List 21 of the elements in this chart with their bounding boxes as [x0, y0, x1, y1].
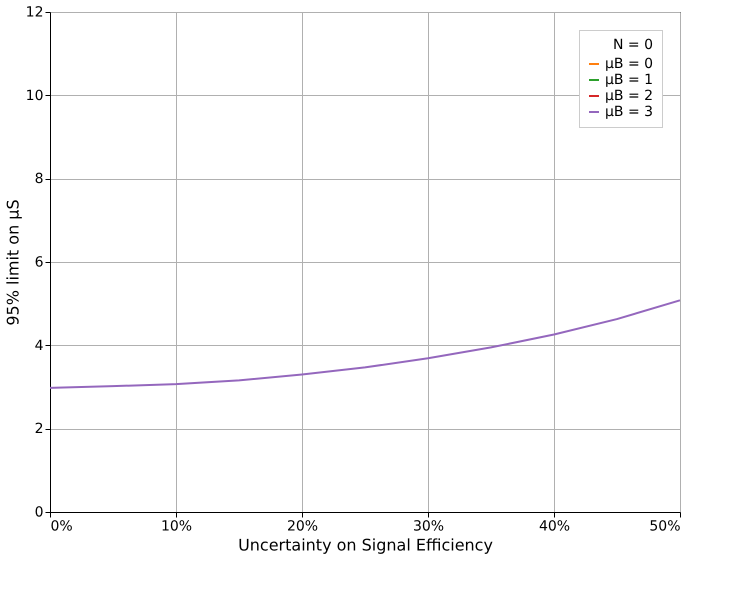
y-axis-title: 95% limit on μS — [4, 199, 23, 326]
y-tick-label: 6 — [34, 254, 44, 270]
y-tick-label: 0 — [34, 504, 44, 520]
legend-label: μB = 0 — [605, 56, 654, 72]
x-tick-label: 40% — [538, 518, 570, 534]
x-tick-label: 50% — [649, 518, 680, 534]
x-axis-title: Uncertainty on Signal Efficiency — [238, 536, 493, 554]
y-tick-label: 12 — [26, 4, 44, 20]
y-tick-label: 2 — [34, 421, 44, 438]
line-series — [49, 299, 681, 389]
legend-label: μB = 1 — [605, 72, 654, 88]
y-tick-label: 10 — [26, 88, 44, 104]
legend-label: μB = 3 — [605, 104, 654, 120]
legend-label: μB = 2 — [605, 88, 654, 104]
x-tick-label: 30% — [412, 518, 444, 534]
y-tick-label: 4 — [34, 338, 44, 354]
legend-title: N = 0 — [612, 37, 653, 53]
x-tick-label: 0% — [50, 518, 73, 534]
x-tick-label: 20% — [286, 518, 318, 534]
x-tick-label: 10% — [160, 518, 192, 534]
y-tick-label: 8 — [34, 171, 44, 188]
